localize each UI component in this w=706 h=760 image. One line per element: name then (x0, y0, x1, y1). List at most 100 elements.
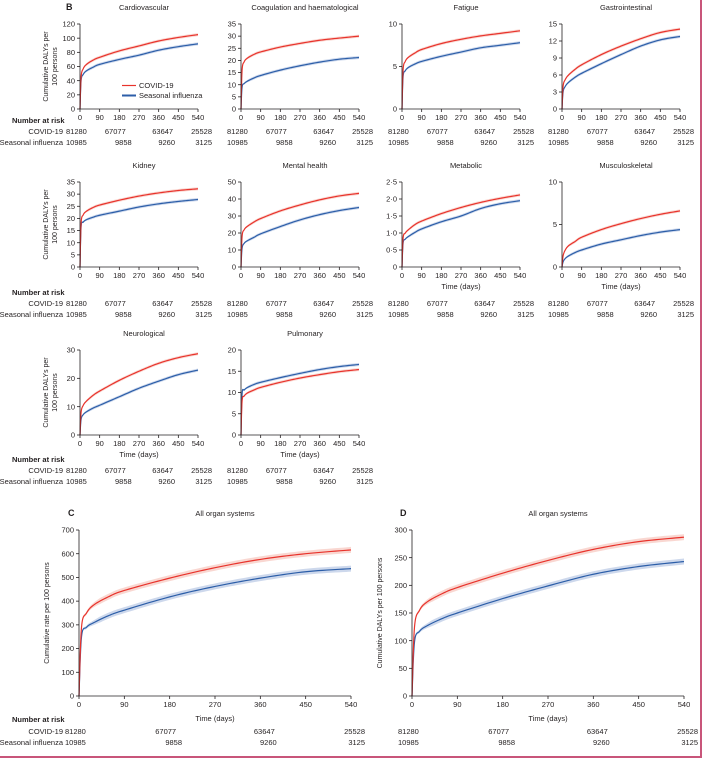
series-line-flu (240, 206, 360, 268)
risk-value-flu: 10985 (398, 738, 419, 747)
x-tick-label: 360 (313, 271, 326, 280)
y-tick-label: 300 (394, 526, 407, 535)
x-tick-label: 270 (133, 439, 146, 448)
chart-title: Fatigue (453, 3, 478, 12)
risk-value-flu: 3125 (517, 138, 534, 147)
series-line-flu (79, 369, 199, 436)
x-tick-label: 450 (494, 113, 507, 122)
series-line-flu (401, 42, 521, 110)
x-tick-label: 540 (345, 700, 358, 709)
x-tick-label: 0 (410, 700, 414, 709)
x-tick-label: 540 (192, 113, 205, 122)
risk-value-flu: 3125 (195, 138, 212, 147)
series-line-covid (240, 192, 360, 268)
risk-label-covid: COVID-19 (28, 466, 63, 475)
series-line-flu (240, 56, 360, 110)
y-tick-label: 60 (67, 62, 75, 71)
series-line-flu (78, 568, 352, 697)
y-tick-label: 0 (70, 692, 74, 701)
chart-panel-pulmonary: Pulmonary 0 5 10 15 20 0 90 180 270 360 450 540 Time … (227, 329, 373, 486)
y-tick-label: 10 (67, 402, 75, 411)
y-tick-label: 15 (67, 226, 75, 235)
x-tick-label: 0 (77, 700, 81, 709)
y-tick-label: 20 (228, 346, 236, 355)
x-tick-label: 0 (400, 271, 404, 280)
x-tick-label: 450 (172, 271, 185, 280)
y-tick-label: 35 (67, 178, 75, 187)
x-tick-label: 450 (172, 439, 185, 448)
y-tick-label: 0 (232, 431, 236, 440)
risk-value-flu: 9260 (640, 138, 657, 147)
risk-value-flu: 10985 (227, 138, 248, 147)
y-tick-label: 100 (394, 636, 407, 645)
y-tick-label: 400 (61, 597, 74, 606)
x-tick-label: 270 (455, 271, 468, 280)
x-tick-label: 180 (163, 700, 176, 709)
risk-value-covid: 67077 (266, 127, 287, 136)
y-tick-label: 50 (399, 664, 407, 673)
ci-band-covid (241, 34, 359, 109)
y-tick-label: 2·0 (386, 195, 397, 204)
y-tick-label: 30 (228, 32, 236, 41)
risk-value-flu: 10985 (388, 310, 409, 319)
y-axis-label-line2: 100 persons (52, 205, 59, 244)
risk-value-flu: 9858 (597, 310, 614, 319)
x-tick-label: 360 (254, 700, 267, 709)
y-tick-label: 0 (393, 105, 397, 114)
x-tick-label: 90 (95, 439, 103, 448)
y-tick-label: 500 (61, 573, 74, 582)
ci-band-flu (241, 362, 359, 435)
risk-label-flu: Seasonal influenza (0, 310, 64, 319)
risk-value-covid: 81280 (388, 127, 409, 136)
chart-panel-coagulation-and-haematological: Coagulation and haematological 0 5 10 15 20 25… (227, 3, 373, 147)
y-tick-label: 0 (553, 263, 557, 272)
risk-label-covid: COVID-19 (28, 127, 63, 136)
x-tick-label: 0 (239, 271, 243, 280)
x-tick-label: 540 (192, 271, 205, 280)
risk-value-covid: 63647 (152, 299, 173, 308)
risk-value-flu: 9858 (597, 138, 614, 147)
y-tick-label: 30 (67, 190, 75, 199)
x-tick-label: 90 (95, 113, 103, 122)
x-tick-label: 450 (333, 113, 346, 122)
ci-band-flu (79, 565, 351, 696)
risk-table-header: Number at risk (12, 455, 65, 464)
risk-value-covid: 63647 (313, 466, 334, 475)
x-tick-label: 540 (353, 271, 366, 280)
x-tick-label: 450 (654, 271, 667, 280)
x-tick-label: 180 (274, 271, 287, 280)
risk-value-flu: 9858 (115, 310, 132, 319)
risk-value-covid: 67077 (105, 127, 126, 136)
chart-panel-kidney: Kidney 0 5 10 15 20 25 30 35 0 90 180 270 360 450 540 Cu… (0, 161, 212, 319)
risk-value-covid: 63647 (634, 127, 655, 136)
x-tick-label: 540 (674, 271, 687, 280)
y-tick-label: 100 (62, 34, 75, 43)
y-tick-label: 5 (393, 62, 397, 71)
risk-value-covid: 81280 (388, 299, 409, 308)
series-line-flu (411, 560, 685, 697)
risk-value-covid: 25528 (344, 727, 365, 736)
x-tick-label: 540 (353, 439, 366, 448)
series-line-flu (240, 363, 360, 436)
x-tick-label: 360 (152, 113, 165, 122)
ci-band-flu (241, 55, 359, 109)
y-tick-label: 35 (228, 20, 236, 29)
y-tick-label: 0 (71, 431, 75, 440)
y-tick-label: 20 (228, 229, 236, 238)
risk-value-covid: 81280 (548, 127, 569, 136)
risk-value-covid: 25528 (513, 127, 534, 136)
y-tick-label: 5 (71, 250, 75, 259)
y-tick-label: 0 (71, 105, 75, 114)
ci-band-flu (80, 197, 198, 267)
risk-value-flu: 9260 (319, 310, 336, 319)
x-tick-label: 360 (587, 700, 600, 709)
risk-value-covid: 25528 (191, 299, 212, 308)
x-tick-label: 90 (417, 271, 425, 280)
series-line-covid (401, 194, 521, 268)
x-tick-label: 540 (353, 113, 366, 122)
risk-value-covid: 67077 (105, 299, 126, 308)
risk-value-covid: 25528 (352, 127, 373, 136)
chart-title: All organ systems (528, 509, 587, 518)
risk-value-covid: 25528 (352, 299, 373, 308)
